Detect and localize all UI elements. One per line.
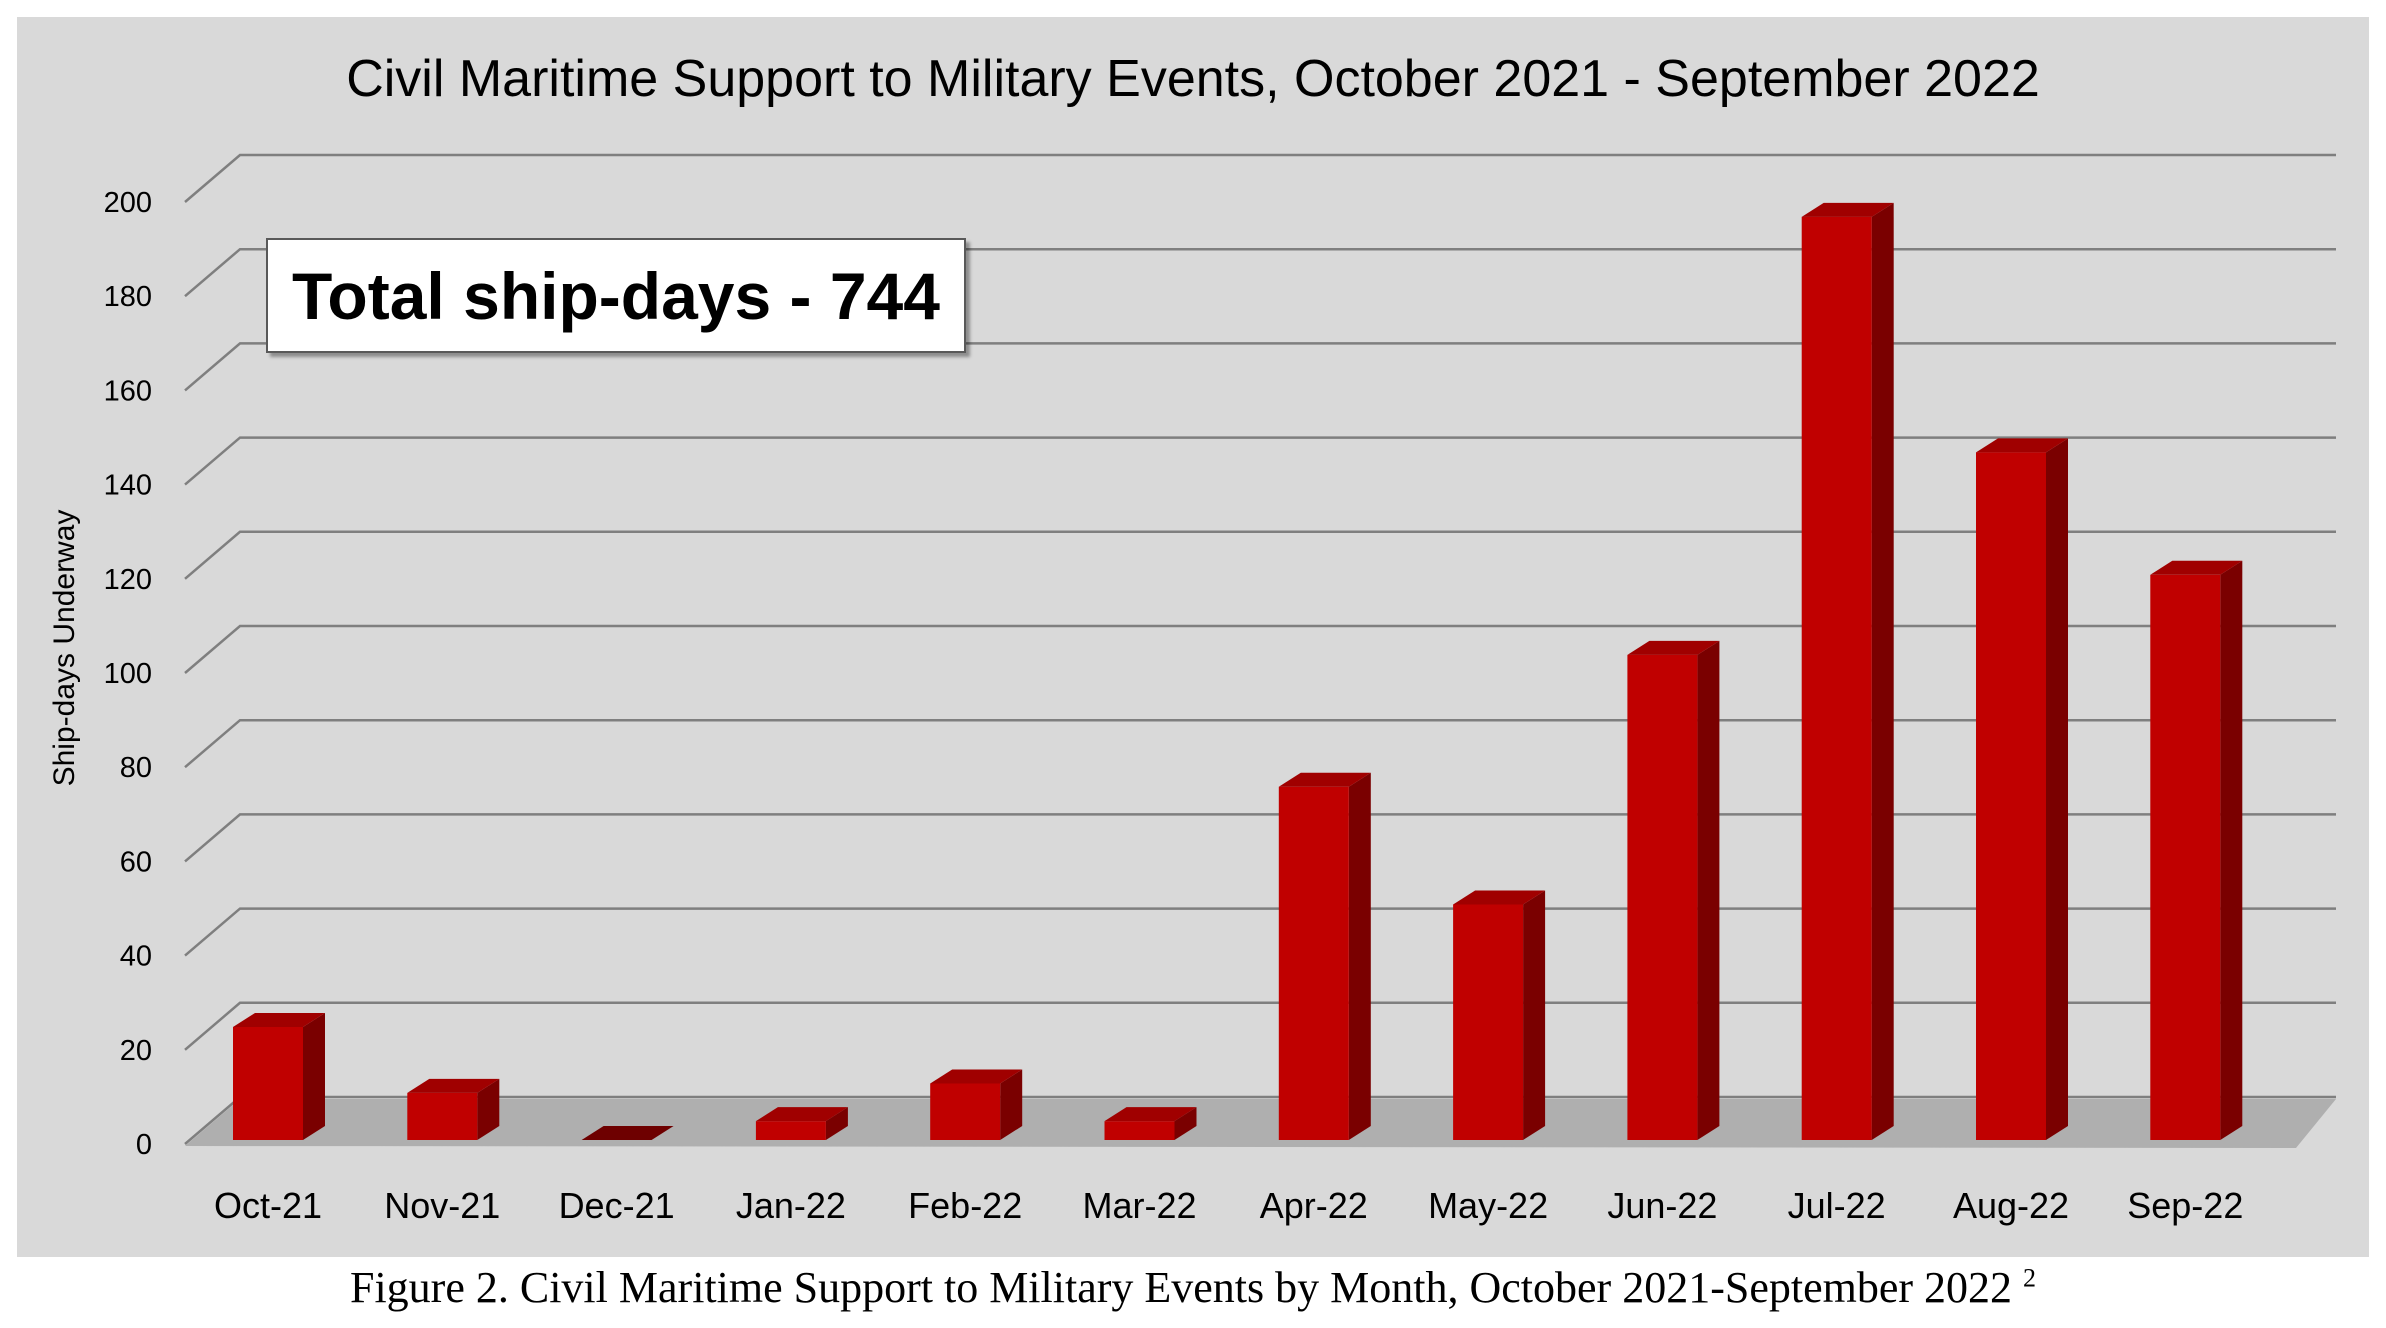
bar-front <box>2150 574 2221 1140</box>
bar-jan-22 <box>755 1107 848 1140</box>
gridline <box>184 436 2336 486</box>
x-category-label: Feb-22 <box>908 1185 1022 1226</box>
y-tick-label: 80 <box>120 752 152 784</box>
bar-top <box>1278 772 1371 787</box>
y-tick-label: 160 <box>104 375 152 407</box>
bar-aug-22 <box>1976 438 2068 1141</box>
bar-nov-21 <box>407 1078 500 1140</box>
bar-side <box>1523 890 1546 1140</box>
bar-side <box>2220 560 2243 1140</box>
caption-text: Figure 2. Civil Maritime Support to Mili… <box>349 1263 2013 1312</box>
bar-top <box>233 1012 325 1027</box>
bar-side <box>1697 640 1720 1140</box>
bar-side <box>1348 772 1371 1140</box>
x-category-label: Apr-22 <box>1260 1185 1368 1226</box>
y-tick-label: 0 <box>136 1129 152 1161</box>
y-tick-label: 180 <box>104 281 152 313</box>
gridline <box>184 624 2336 674</box>
bar-top <box>1801 202 1894 217</box>
bar-side <box>477 1078 500 1140</box>
chart-svg: Civil Maritime Support to Military Event… <box>48 50 2336 1226</box>
x-category-label: Nov-21 <box>384 1185 500 1226</box>
bar-front <box>1976 452 2046 1141</box>
bar-side <box>303 1012 325 1140</box>
bar-layer <box>233 202 2243 1141</box>
gridline <box>184 153 2336 203</box>
bar-side <box>1174 1107 1197 1140</box>
bar-top <box>930 1069 1023 1084</box>
chart-floor <box>185 1099 2336 1148</box>
bar-sep-22 <box>2150 560 2243 1140</box>
y-tick-label: 120 <box>104 564 152 596</box>
y-tick-label: 40 <box>120 941 152 973</box>
bar-top <box>1627 640 1720 655</box>
bar-top <box>407 1078 500 1093</box>
bar-side <box>2046 438 2068 1141</box>
bar-top <box>755 1107 848 1122</box>
bar-front <box>1453 904 1524 1140</box>
x-category-label: Jul-22 <box>1788 1185 1886 1226</box>
x-category-label: Jan-22 <box>736 1185 846 1226</box>
y-tick-label: 20 <box>120 1035 152 1067</box>
bar-front <box>755 1121 826 1140</box>
x-category-label: May-22 <box>1428 1185 1548 1226</box>
gridline <box>184 342 2336 392</box>
y-axis-ticks: 0 20 40 60 80 100 120 140 160 180 200 <box>104 187 152 1161</box>
bar-front <box>930 1083 1001 1140</box>
bar-jun-22 <box>1627 640 1720 1140</box>
bar-side <box>825 1107 848 1140</box>
bar-top <box>581 1126 674 1140</box>
gridline <box>184 530 2336 580</box>
x-category-label: Dec-21 <box>559 1185 675 1226</box>
bar-top <box>1104 1107 1197 1122</box>
x-category-label: Oct-21 <box>214 1185 322 1226</box>
y-tick-label: 140 <box>104 470 152 502</box>
y-tick-label: 100 <box>104 658 152 690</box>
bar-front <box>233 1026 303 1140</box>
bar-top <box>1453 890 1546 905</box>
bar-top <box>2150 560 2243 575</box>
y-axis-title: Ship-days Underway <box>48 510 81 787</box>
y-tick-label: 60 <box>120 846 152 878</box>
y-tick-label: 200 <box>104 187 152 219</box>
bar-front <box>1104 1121 1175 1140</box>
bar-front <box>1801 216 1872 1141</box>
caption-footnote: 2 <box>2023 1263 2037 1293</box>
bar-front <box>1627 654 1698 1140</box>
x-axis-categories: Oct-21 Nov-21 Dec-21 Jan-22 Feb-22 Mar-22 Apr-… <box>214 1185 2243 1226</box>
x-category-label: Mar-22 <box>1082 1185 1196 1226</box>
gridline <box>184 247 2336 298</box>
chart-floor-shadow <box>185 1099 2336 1148</box>
bar-top <box>1976 438 2068 453</box>
x-category-label: Sep-22 <box>2127 1185 2243 1226</box>
bar-mar-22 <box>1104 1107 1197 1140</box>
figure-caption: Figure 2. Civil Maritime Support to Mili… <box>0 1262 2386 1313</box>
bar-front <box>407 1092 478 1140</box>
bar-oct-21 <box>233 1012 325 1140</box>
total-ship-days-label: Total ship-days - 744 <box>266 238 966 353</box>
bar-side <box>1000 1069 1023 1140</box>
bar-dec-21 <box>581 1126 674 1140</box>
bar-may-22 <box>1453 890 1546 1140</box>
bar-jul-22 <box>1801 202 1894 1141</box>
chart-title: Civil Maritime Support to Military Event… <box>346 50 2040 108</box>
x-category-label: Jun-22 <box>1607 1185 1717 1226</box>
x-category-label: Aug-22 <box>1953 1185 2069 1226</box>
bar-front <box>1278 786 1349 1140</box>
bar-side <box>1871 202 1894 1141</box>
grid-layer <box>184 153 2336 1145</box>
bar-apr-22 <box>1278 772 1371 1140</box>
bar-feb-22 <box>930 1069 1023 1140</box>
